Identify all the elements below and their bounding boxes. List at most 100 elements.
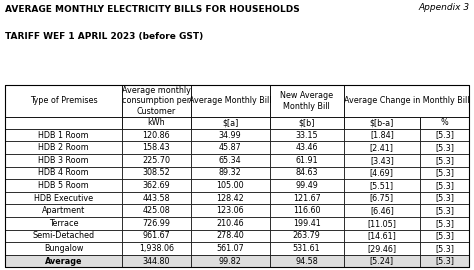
Text: 45.87: 45.87 [219,143,242,152]
Bar [270,167,344,179]
Bar [344,192,420,204]
Text: 94.58: 94.58 [295,256,318,265]
Bar [420,242,469,255]
Bar [122,129,191,141]
Bar [191,255,270,267]
Text: 128.42: 128.42 [216,194,244,202]
Text: 1,938.06: 1,938.06 [139,244,174,253]
Text: 278.40: 278.40 [216,231,244,240]
Text: HDB Executive: HDB Executive [34,194,93,202]
Text: Average Monthly Bill: Average Monthly Bill [189,96,272,106]
Bar [5,85,122,117]
Text: [3.43]: [3.43] [370,156,394,165]
Text: 99.49: 99.49 [295,181,318,190]
Bar [420,117,469,129]
Bar [344,129,420,141]
Bar [420,230,469,242]
Text: [5.3]: [5.3] [435,131,454,140]
Bar [344,154,420,167]
Bar [191,129,270,141]
Text: [6.75]: [6.75] [370,194,394,202]
Bar [5,217,122,229]
Text: TARIFF WEF 1 APRIL 2023 (before GST): TARIFF WEF 1 APRIL 2023 (before GST) [5,32,203,41]
Text: Terrace: Terrace [49,219,78,228]
Bar [122,179,191,192]
Text: $[b-a]: $[b-a] [370,118,394,127]
Text: [5.3]: [5.3] [435,194,454,202]
Text: 961.67: 961.67 [143,231,170,240]
Bar [344,167,420,179]
Text: 210.46: 210.46 [216,219,244,228]
Bar [344,242,420,255]
Text: 43.46: 43.46 [295,143,318,152]
Text: 116.60: 116.60 [293,206,320,215]
Bar [191,154,270,167]
Text: [6.46]: [6.46] [370,206,394,215]
Text: HDB 1 Room: HDB 1 Room [38,131,89,140]
Text: Semi-Detached: Semi-Detached [32,231,94,240]
Bar [5,179,122,192]
Bar [122,217,191,229]
Text: [5.24]: [5.24] [370,256,394,265]
Text: [5.51]: [5.51] [370,181,394,190]
Bar [420,179,469,192]
Text: 158.43: 158.43 [143,143,170,152]
Text: [5.3]: [5.3] [435,206,454,215]
Bar [5,154,122,167]
Bar [420,141,469,154]
Bar [5,117,122,129]
Text: 34.99: 34.99 [219,131,242,140]
Bar [270,179,344,192]
Bar [122,192,191,204]
Bar [5,255,122,267]
Text: [29.46]: [29.46] [367,244,396,253]
Text: kWh: kWh [147,118,165,127]
Text: $[a]: $[a] [222,118,238,127]
Bar [270,141,344,154]
Bar [270,230,344,242]
Bar [5,167,122,179]
Text: [1.84]: [1.84] [370,131,394,140]
Text: 199.41: 199.41 [293,219,320,228]
Text: 89.32: 89.32 [219,168,242,177]
Text: 531.61: 531.61 [293,244,320,253]
Bar [420,167,469,179]
Text: 121.67: 121.67 [293,194,320,202]
Bar [5,129,122,141]
Bar [122,242,191,255]
Text: [11.05]: [11.05] [367,219,396,228]
Text: [5.3]: [5.3] [435,181,454,190]
Text: [5.3]: [5.3] [435,244,454,253]
Bar [270,242,344,255]
Text: 99.82: 99.82 [219,256,242,265]
Text: Apartment: Apartment [42,206,85,215]
Bar [122,230,191,242]
Bar [5,230,122,242]
Text: $[b]: $[b] [299,118,315,127]
Bar [122,154,191,167]
Text: 263.79: 263.79 [293,231,320,240]
Bar [5,242,122,255]
Text: [14.61]: [14.61] [367,231,396,240]
Text: 425.08: 425.08 [143,206,170,215]
Bar [270,129,344,141]
Bar [344,141,420,154]
Bar [344,255,420,267]
Text: %: % [441,118,448,127]
Bar [270,85,344,117]
Bar [270,192,344,204]
Text: [5.3]: [5.3] [435,219,454,228]
Bar [344,179,420,192]
Bar [191,242,270,255]
Bar [191,179,270,192]
Bar [191,117,270,129]
Text: 61.91: 61.91 [295,156,318,165]
Bar [420,192,469,204]
Bar [420,129,469,141]
Bar [344,204,420,217]
Bar [122,255,191,267]
Text: 561.07: 561.07 [216,244,244,253]
Bar [191,141,270,154]
Text: HDB 2 Room: HDB 2 Room [38,143,89,152]
Bar [122,167,191,179]
